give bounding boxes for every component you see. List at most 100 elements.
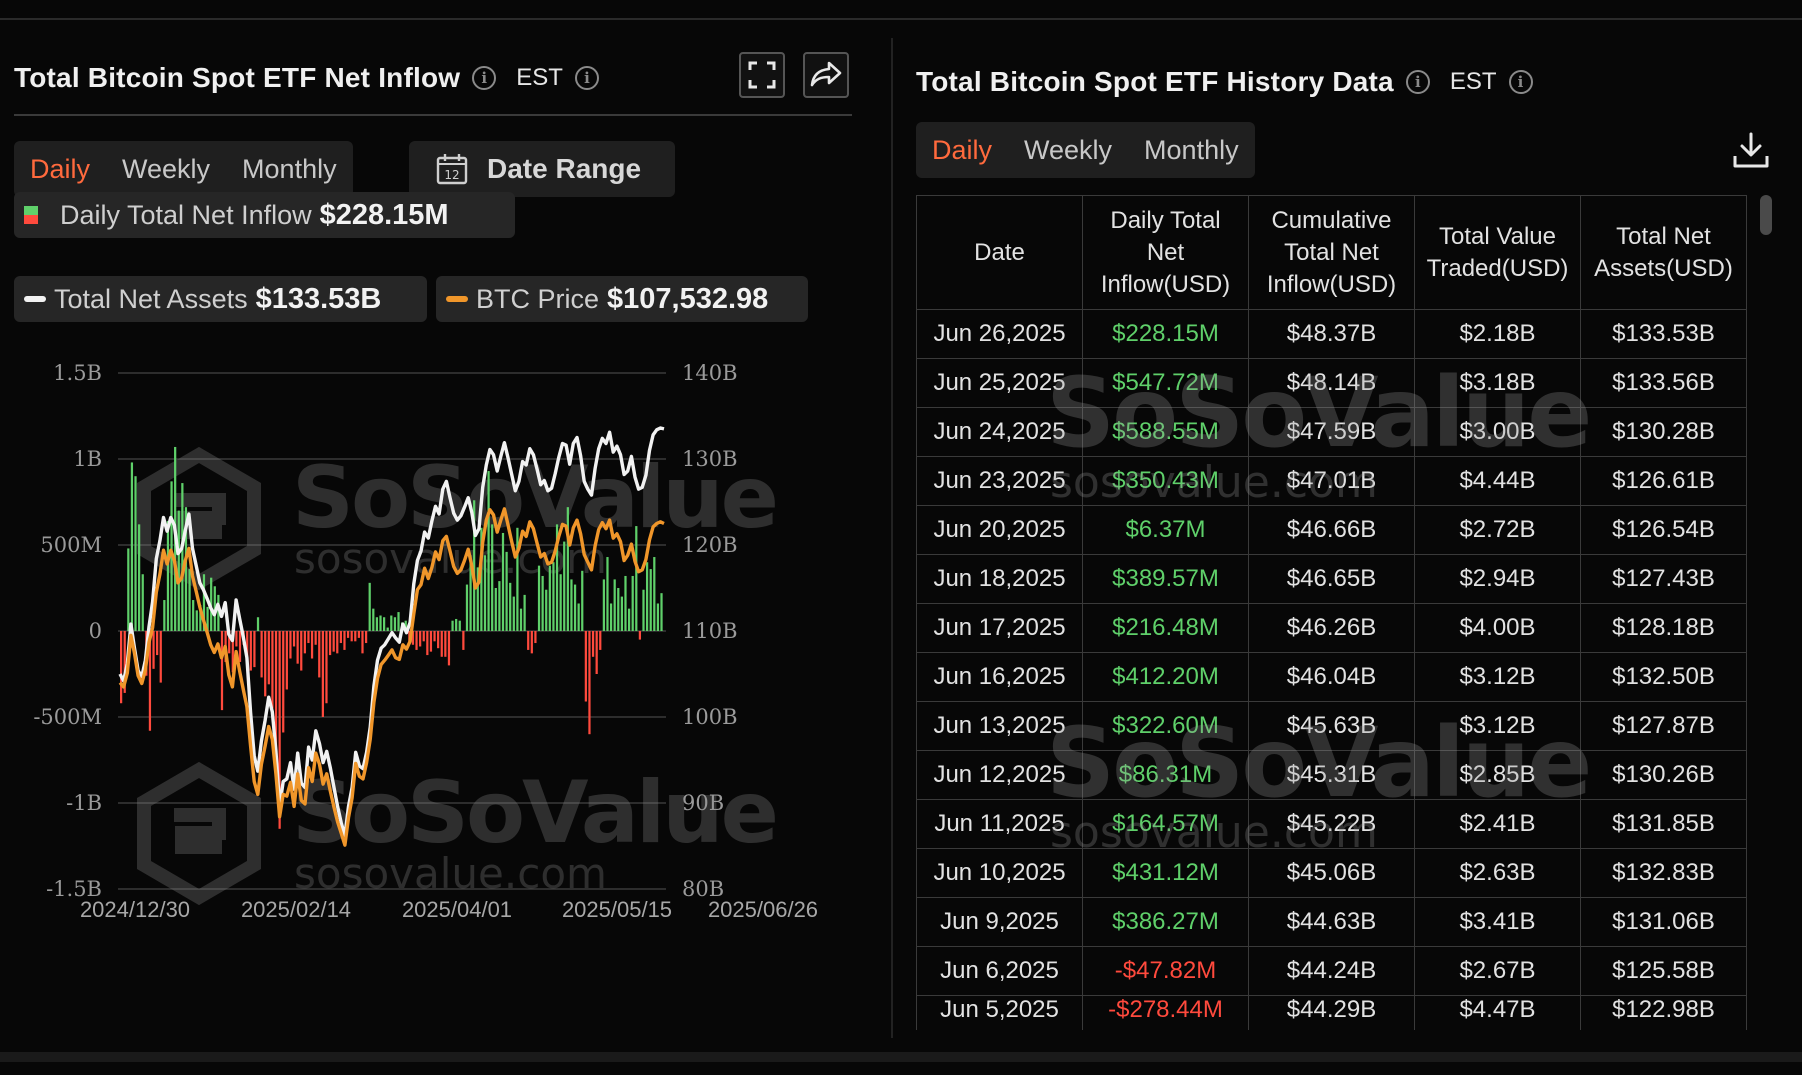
history-header: Total Bitcoin Spot ETF History Data i ES… [916,62,1533,102]
cell-net-assets: $126.54B [1580,505,1747,555]
inflow-bar [415,631,418,650]
scrollbar-thumb[interactable] [1760,195,1772,235]
tab-monthly[interactable]: Monthly [1144,135,1239,165]
inflow-bar [635,526,638,631]
inflow-bar [609,603,613,631]
inflow-bar [296,631,299,664]
table-row[interactable]: Jun 17,2025 $216.48M $46.26B $4.00B $128.18B [916,603,1747,653]
table-row[interactable]: Jun 13,2025 $322.60M $45.63B $3.12B $127.87B [916,701,1747,751]
table-row[interactable]: Jun 9,2025 $386.27M $44.63B $3.41B $131.06B [916,897,1747,947]
net-inflow-chart[interactable]: 1.5B 1B 500M 0 -500M -1B -1.5B 140B 130B 120B 110… [14,355,852,1045]
inflow-bar [328,631,332,656]
timezone-info-icon[interactable]: i [1508,70,1533,94]
fullscreen-button[interactable] [739,52,785,98]
left-axis-tick: 1.5B [53,361,102,385]
calendar-icon: 12 [436,154,468,185]
table-scrollbar[interactable] [1760,195,1772,1075]
inflow-bar [350,631,353,642]
left-axis-tick: 500M [40,533,102,557]
inflow-bar [577,603,580,631]
inflow-bar [444,631,447,657]
inflow-bar [267,631,270,685]
tab-daily[interactable]: Daily [30,154,91,184]
table-row[interactable]: Jun 23,2025 $350.43M $47.01B $4.44B $126.61B [916,456,1747,506]
col-cumulative-net-inflow[interactable]: Cumulative Total Net Inflow(USD) [1248,195,1415,310]
inflow-bar [152,631,155,669]
x-axis-tick: 2025/04/01 [402,897,512,922]
table-row[interactable]: Jun 16,2025 $412.20M $46.04B $3.12B $132.50B [916,652,1747,702]
tab-daily[interactable]: Daily [932,135,993,165]
cell-daily-inflow: $164.57M [1082,799,1249,849]
cell-date: Jun 9,2025 [916,897,1083,947]
cell-value-traded: $3.12B [1414,652,1581,702]
table-row[interactable]: Jun 18,2025 $389.57M $46.65B $2.94B $127.43B [916,554,1747,604]
table-row[interactable]: Jun 11,2025 $164.57M $45.22B $2.41B $131.85B [916,799,1747,849]
inflow-bar [656,603,660,631]
cell-daily-inflow: $216.48M [1082,603,1249,653]
right-axis-labels: 140B 130B 120B 110B 100B 90B 80B [682,361,738,901]
inflow-bar [419,631,422,647]
table-row[interactable]: Jun 12,2025 $86.31M $45.31B $2.85B $130.26B [916,750,1747,800]
col-daily-net-inflow[interactable]: Daily Total Net Inflow(USD) [1082,195,1249,310]
inflow-bar [642,589,645,631]
inflow-bar [249,631,252,671]
inflow-bar [397,612,400,631]
table-row[interactable]: Jun 24,2025 $588.55M $47.59B $3.00B $130.28B [916,407,1747,457]
table-row[interactable]: Jun 10,2025 $431.12M $45.06B $2.63B $132.83B [916,848,1747,898]
table-row[interactable]: Jun 6,2025 -$47.82M $44.24B $2.67B $125.58B [916,946,1747,996]
inflow-bar [631,575,634,631]
download-icon[interactable] [1731,130,1771,170]
inflow-bar [473,500,476,631]
timezone-info-icon[interactable]: i [574,66,599,90]
btc-legend-swatch [446,296,468,302]
cell-cumulative-inflow: $46.04B [1248,652,1415,702]
table-row[interactable]: Jun 26,2025 $228.15M $48.37B $2.18B $133.53B [916,309,1747,359]
inflow-bar [256,617,260,631]
cell-cumulative-inflow: $47.01B [1248,456,1415,506]
inflow-bar [555,524,559,631]
inflow-bar [649,569,652,631]
legend-inflow-label: Daily Total Net Inflow [60,199,312,230]
cell-value-traded: $2.67B [1414,946,1581,996]
cell-daily-inflow: $386.27M [1082,897,1249,947]
table-row[interactable]: Jun 20,2025 $6.37M $46.66B $2.72B $126.54B [916,505,1747,555]
cell-value-traded: $2.94B [1414,554,1581,604]
x-axis-tick: 2025/02/14 [241,897,351,922]
legend-btc-price[interactable]: BTC Price $107,532.98 [436,276,808,322]
tab-monthly[interactable]: Monthly [242,154,337,184]
inflow-bar [364,631,368,644]
inflow-bar [584,631,587,702]
col-date[interactable]: Date [916,195,1083,310]
tab-weekly[interactable]: Weekly [1024,135,1113,165]
inflow-bar [372,608,375,631]
cell-date: Jun 12,2025 [916,750,1083,800]
info-icon[interactable]: i [1405,70,1430,94]
legend-daily-inflow[interactable]: Daily Total Net Inflow $228.15M [14,192,515,238]
inflow-bar [375,617,379,631]
inflow-bar [354,631,357,642]
col-total-net-assets[interactable]: Total Net Assets(USD) [1580,195,1747,310]
info-icon[interactable]: i [472,66,497,90]
inflow-bar [595,631,598,674]
table-row[interactable]: Jun 25,2025 $547.72M $48.14B $3.18B $133.56B [916,358,1747,408]
inflow-bar [123,631,126,693]
btc-price-line [118,507,665,847]
share-button[interactable] [803,52,849,98]
date-range-button[interactable]: 12 Date Range [409,141,675,197]
cell-cumulative-inflow: $45.31B [1248,750,1415,800]
inflow-bar [451,620,454,631]
table-row[interactable]: Jun 5,2025 -$278.44M $44.29B $4.47B $122.98B [916,995,1747,1030]
inflow-bar [519,608,523,631]
cell-daily-inflow: $228.15M [1082,309,1249,359]
cell-daily-inflow: $322.60M [1082,701,1249,751]
inflow-bar [321,631,324,717]
tab-weekly[interactable]: Weekly [122,154,211,184]
right-axis-tick: 140B [682,361,738,385]
legend-total-net-assets[interactable]: Total Net Assets $133.53B [14,276,427,322]
cell-daily-inflow: $389.57M [1082,554,1249,604]
col-total-value-traded[interactable]: Total Value Traded(USD) [1414,195,1581,310]
cell-net-assets: $128.18B [1580,603,1747,653]
inflow-bar [487,471,490,631]
right-axis-tick: 110B [682,619,738,643]
